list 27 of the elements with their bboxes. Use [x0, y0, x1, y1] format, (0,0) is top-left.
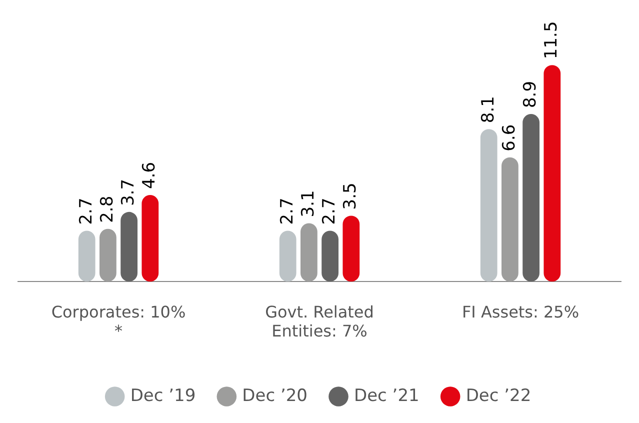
data-label: 3.7: [118, 178, 138, 206]
bar: [342, 216, 360, 282]
data-label: 2.7: [277, 198, 298, 225]
bar: [544, 65, 561, 282]
data-label: 6.6: [499, 124, 520, 152]
legend-label: Dec ’19: [130, 386, 196, 406]
legend-label: Dec ’21: [354, 386, 420, 406]
bar: [142, 194, 159, 282]
bar: [502, 157, 518, 282]
data-label: 2.8: [97, 196, 118, 223]
x-tick-label: FI Assets: 25%: [462, 302, 580, 322]
data-label: 3.5: [340, 182, 361, 210]
x-tick-label: Govt. Related Entities: 7%: [265, 302, 374, 341]
legend-label: Dec ’20: [242, 386, 308, 406]
data-label: 4.6: [140, 162, 160, 189]
bar: [480, 129, 498, 282]
data-label: 11.5: [542, 21, 562, 60]
data-label: 3.1: [298, 190, 318, 218]
data-label: 8.1: [478, 96, 498, 124]
data-label: 2.7: [76, 198, 96, 225]
bar: [522, 114, 540, 282]
bar: [120, 212, 138, 282]
data-label: 8.9: [520, 80, 540, 108]
bar: [300, 223, 318, 282]
data-label: 2.7: [319, 198, 340, 225]
legend-label: Dec ’22: [466, 386, 532, 406]
x-tick-label: Corporates: 10% *: [51, 302, 186, 341]
